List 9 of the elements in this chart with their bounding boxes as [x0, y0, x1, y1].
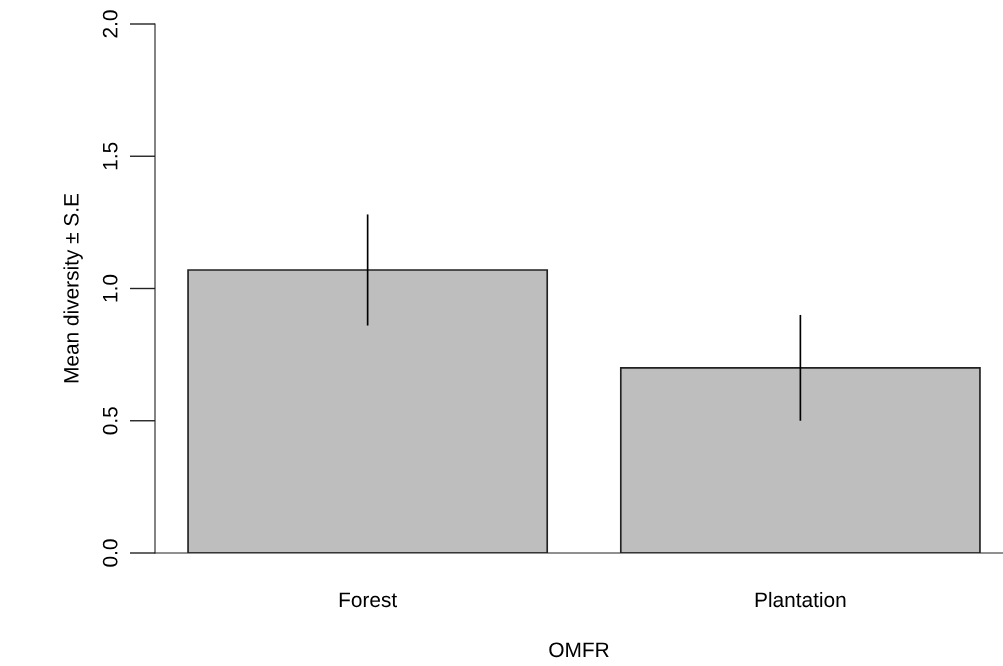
y-tick-label: 2.0 — [102, 10, 118, 38]
y-tick-label: 1.5 — [103, 142, 118, 170]
y-tick-label: 1.0 — [102, 274, 118, 302]
x-tick-label: Forest — [339, 592, 398, 608]
x-axis-title: OMFR — [549, 642, 609, 658]
y-axis-title: Mean diversity ± S.E — [63, 193, 83, 383]
x-tick-label: Plantation — [755, 591, 846, 608]
y-tick-label: 0.0 — [102, 539, 118, 567]
y-tick-label: 0.5 — [102, 407, 118, 435]
